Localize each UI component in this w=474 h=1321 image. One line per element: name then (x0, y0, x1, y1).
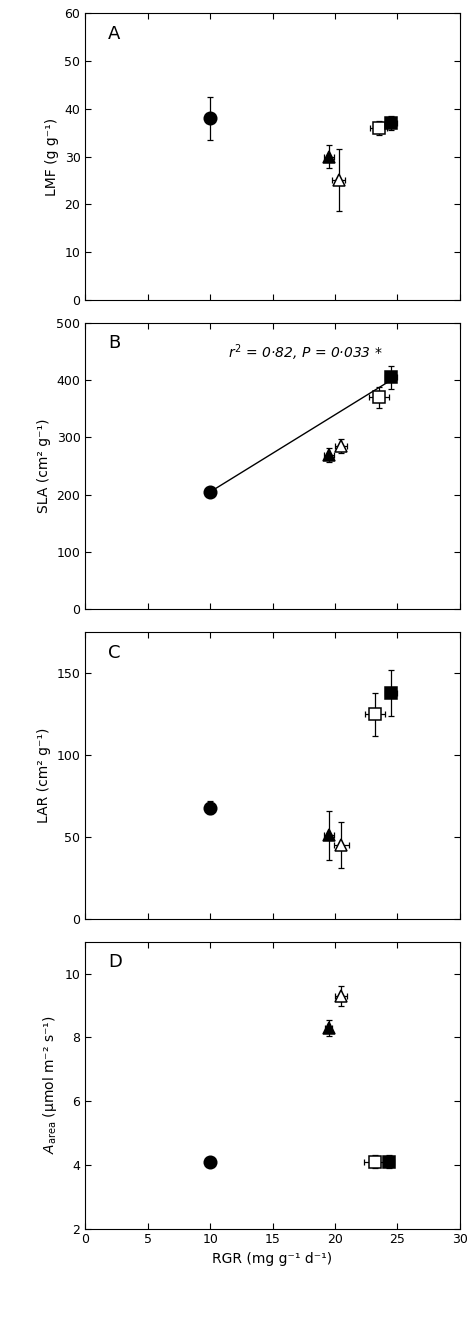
Text: C: C (108, 643, 120, 662)
Y-axis label: SLA (cm² g⁻¹): SLA (cm² g⁻¹) (37, 419, 51, 514)
Text: B: B (108, 334, 120, 353)
Y-axis label: $A_\mathrm{area}$ (μmol m⁻² s⁻¹): $A_\mathrm{area}$ (μmol m⁻² s⁻¹) (41, 1016, 59, 1155)
Y-axis label: LAR (cm² g⁻¹): LAR (cm² g⁻¹) (37, 728, 51, 823)
Text: A: A (108, 25, 120, 42)
X-axis label: RGR (mg g⁻¹ d⁻¹): RGR (mg g⁻¹ d⁻¹) (212, 1252, 333, 1266)
Text: D: D (108, 954, 122, 971)
Y-axis label: LMF (g g⁻¹): LMF (g g⁻¹) (45, 118, 59, 196)
Text: $r^2$ = 0·82, $P$ = 0·033 *: $r^2$ = 0·82, $P$ = 0·033 * (228, 343, 383, 363)
